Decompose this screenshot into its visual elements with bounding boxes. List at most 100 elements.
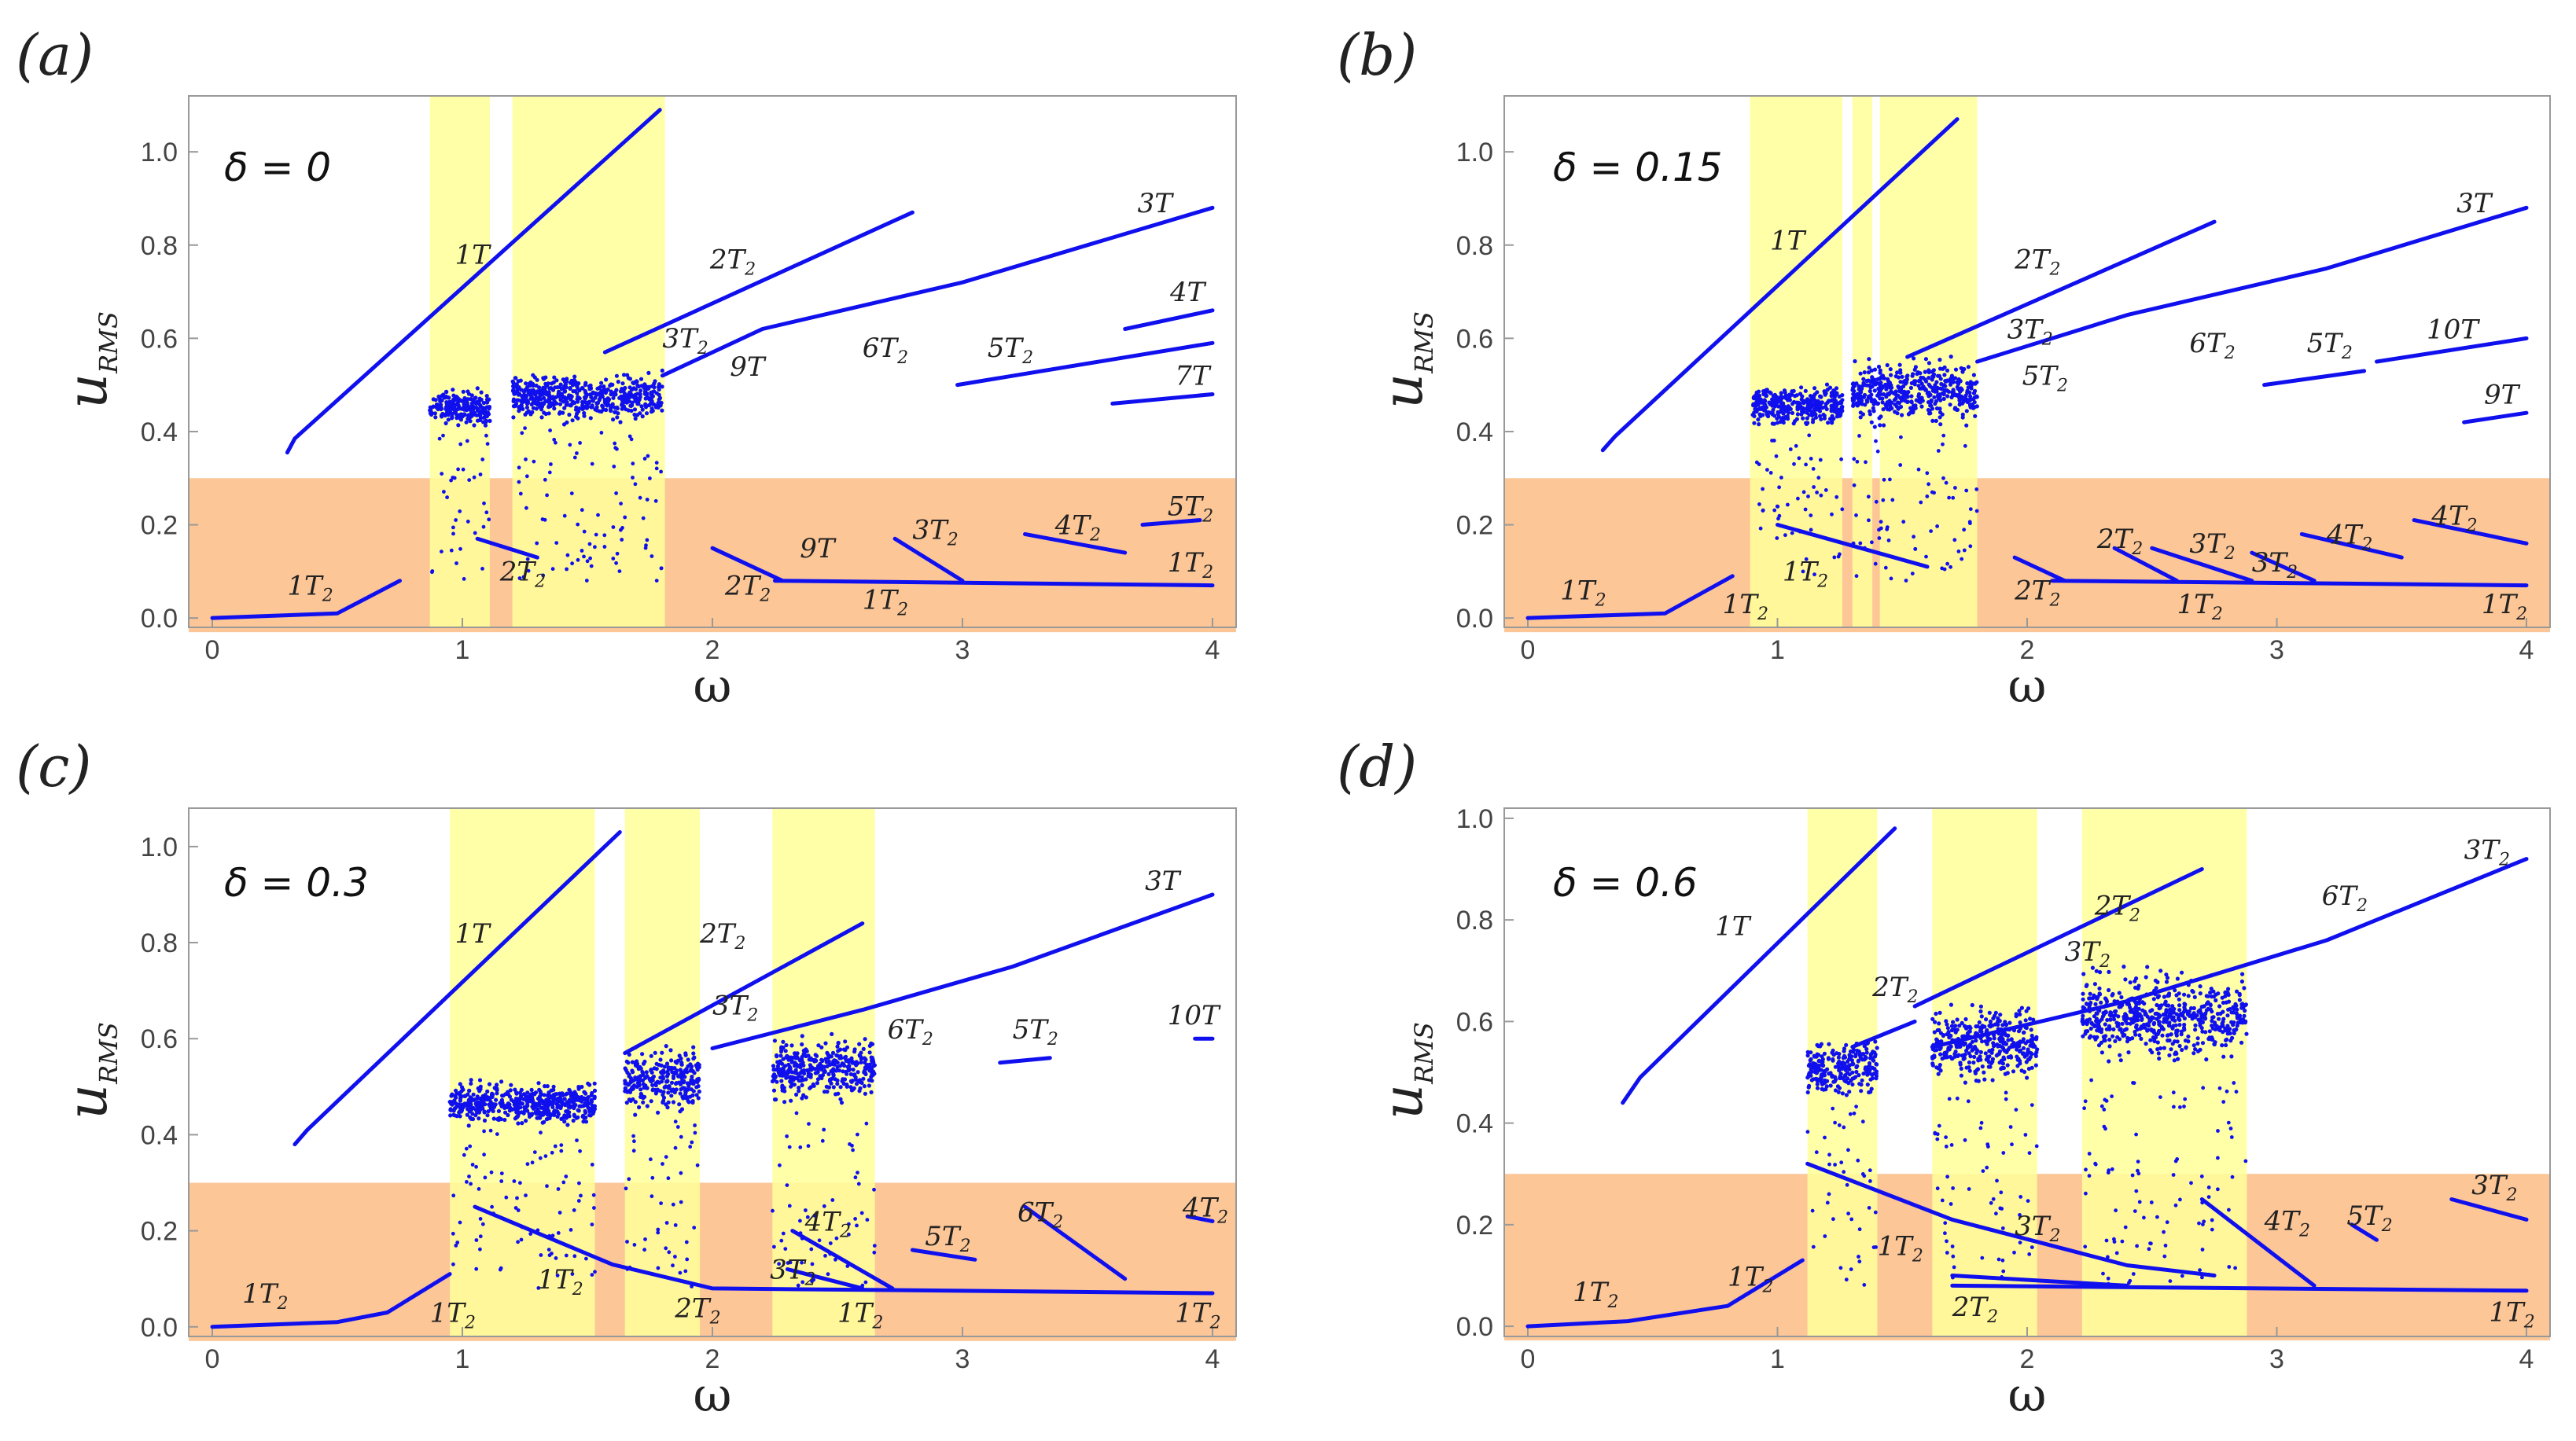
y-tick-label: 0.8 [141,928,178,958]
branch-annotation: 9T [800,533,837,564]
branch-annotation: 6T2 [2189,328,2235,363]
branch-annotation: 10T [2427,314,2480,345]
x-tick-label: 0 [205,1344,220,1374]
branch-annotation: 3T2 [712,991,758,1026]
y-axis-label: uRMS [1371,311,1439,409]
branch-annotation: 3T2 [2464,835,2510,870]
branch-annotation: 1T2 [1560,575,1606,610]
y-tick-label: 1.0 [141,138,178,167]
x-axis-label: ω [694,1368,732,1423]
branch-annotation: 2T2 [724,570,771,605]
branch-annotation: 1T2 [863,584,908,619]
y-tick-label: 0.4 [1456,1109,1493,1139]
branch-2T2 [1912,867,2204,1009]
branch-annotation: 2T2 [2014,575,2060,610]
low-amplitude-band [189,1182,1236,1341]
branch-4T2-c [2412,518,2529,546]
y-axis-label: uRMS [55,311,123,409]
branch-2T2 [602,210,914,355]
branch-annotation: 1T2 [1878,1231,1923,1266]
branch-4T2-b [1023,531,1128,555]
x-tick-label: 4 [2519,635,2534,665]
x-tick-label: 3 [955,1344,970,1374]
branch-3T2-b [892,536,965,583]
branch-annotation: 5T2 [1013,1014,1058,1050]
chaotic-cloud [510,368,664,583]
branch-6T2-b [1023,1204,1128,1281]
branch-annotation: 1T2 [1728,1261,1773,1296]
branch-annotation: 3T [2456,188,2493,219]
branch-annotation: 1T2 [1783,557,1828,592]
branch-annotation: 1T2 [430,1298,476,1333]
x-axis-label: ω [2008,1368,2047,1423]
branch-annotation: 5T2 [1168,491,1213,527]
branch-annotation: 1T2 [242,1278,288,1314]
delta-value: δ = 0.6 [1553,860,1698,906]
y-tick-label: 0.6 [141,324,178,354]
branch-1T2-main [1805,1161,2217,1277]
y-tick-label: 1.0 [141,833,178,862]
branch-annotation: 2T2 [699,918,745,954]
branch-1T2-main [2050,579,2529,588]
panel-label: (d) [1337,733,1417,800]
y-axis-label: uRMS [55,1022,123,1119]
branch-annotation: 3T2 [2015,1211,2060,1246]
branch-annotation: 6T2 [888,1014,933,1050]
branch-annotation: 4T2 [2264,1205,2310,1241]
branch-annotation: 5T2 [2022,361,2068,396]
branch-annotation: 4T2 [2431,501,2477,536]
branch-annotation: 1T2 [287,570,333,605]
branch-annotation: 1T [1715,911,1752,943]
branch-annotation: 3T2 [2252,547,2298,583]
y-tick-label: 0.2 [1456,1211,1493,1241]
branch-1T2-base [1950,1283,2529,1293]
delta-value: δ = 0.15 [1553,145,1723,190]
branch-5T2 [955,340,1215,388]
branch-annotation: 4T2 [804,1207,851,1242]
chaotic-cloud [623,1044,701,1288]
branch-annotation: 1T2 [537,1264,583,1299]
y-tick-label: 0.8 [1456,906,1493,936]
branch-3T [710,892,1215,1050]
x-tick-label: 3 [955,635,970,665]
x-tick-label: 3 [2269,1344,2284,1374]
branch-annotation: 6T2 [2322,880,2368,916]
branch-annotation: 4T2 [1054,509,1101,545]
panel-label: (c) [16,733,92,800]
branch-5T2 [2262,369,2367,388]
branch-annotation: 3T2 [912,514,958,550]
y-tick-label: 0.0 [1456,1312,1493,1342]
x-axis-label: ω [2008,659,2047,714]
branch-1T2-low [210,1272,452,1329]
branch-annotation: 3T [1145,866,1182,897]
y-tick-label: 0.2 [141,511,178,541]
y-tick-label: 1.0 [1456,804,1493,834]
branch-1T [285,108,662,455]
branch-2T2 [623,921,865,1056]
branch-2T2-b [2012,555,2067,583]
branch-annotation: 3T [1138,188,1175,219]
panel-2: 0 1 2 3 4 0.0 0.2 0.4 0.6 0.8 1.0 1T 2T2 3T 3T2 5T2 6T2 5… [1337,22,2551,714]
branch-annotation: 4T [1169,277,1207,308]
chaotic-cloud [770,1031,877,1288]
branch-annotation: 3T2 [770,1255,815,1290]
branch-annotation: 3T2 [662,323,708,358]
branch-3T2-b [785,1267,865,1291]
branch-5T2-b [1140,518,1202,527]
branch-3T [1975,205,2529,364]
branch-4T2-b [2299,531,2404,560]
branch-1T [293,830,622,1147]
branch-1T2-main [473,1204,1215,1296]
branch-2T2-a [1850,1019,1917,1050]
chaotic-cloud [1805,1039,1879,1287]
y-tick-label: 0.8 [141,231,178,261]
branch-1T2-low [210,579,402,620]
branch-annotation: 1T2 [2489,1297,2534,1333]
branch-annotation: 9T [2484,379,2521,410]
branch-annotation: 6T2 [1018,1197,1063,1232]
branch-2T-low [1776,523,1930,569]
chaotic-band [512,96,665,627]
branch-10T [2375,336,2529,364]
y-tick-label: 0.2 [141,1217,178,1247]
